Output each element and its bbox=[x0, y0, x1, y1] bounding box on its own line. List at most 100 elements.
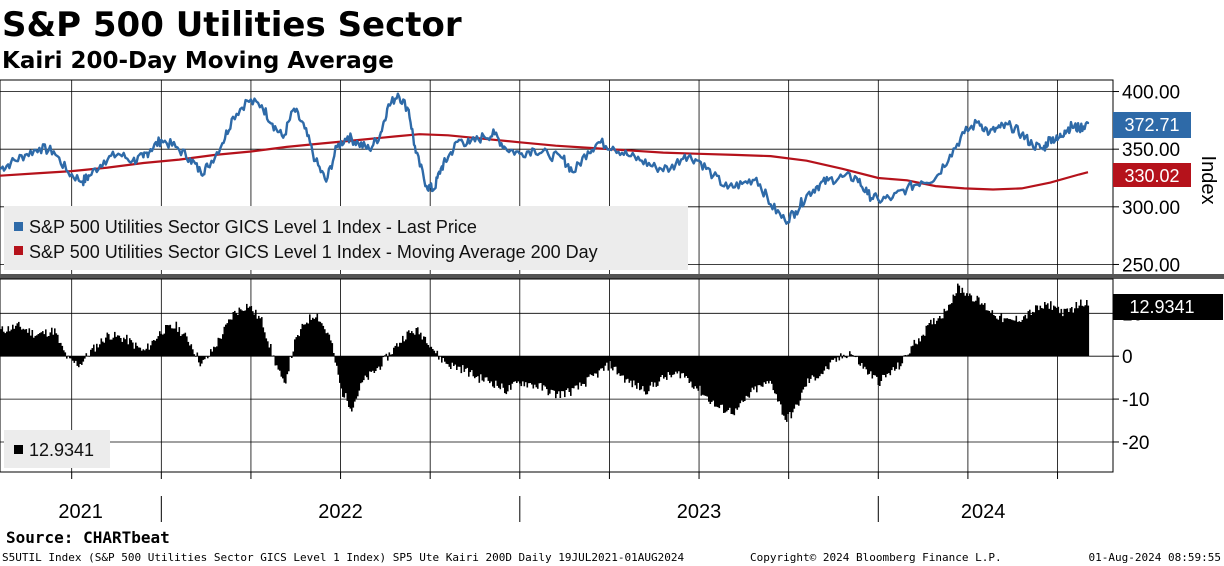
kairi-bar bbox=[648, 356, 650, 392]
kairi-bar bbox=[196, 352, 199, 357]
kairi-bar bbox=[445, 356, 448, 364]
kairi-bar bbox=[259, 318, 262, 357]
kairi-bar bbox=[826, 356, 829, 369]
price-ytick-label: 250.00 bbox=[1122, 255, 1180, 276]
kairi-bar bbox=[828, 356, 830, 370]
kairi-bar bbox=[673, 356, 676, 375]
kairi-bar bbox=[526, 356, 529, 388]
price-point bbox=[948, 153, 952, 157]
kairi-bar bbox=[606, 356, 608, 363]
kairi-bar bbox=[159, 331, 161, 357]
kairi-bar bbox=[16, 323, 19, 357]
price-point bbox=[769, 203, 772, 206]
kairi-bar bbox=[210, 349, 212, 357]
kairi-bar bbox=[1069, 308, 1072, 357]
price-point bbox=[683, 153, 686, 157]
kairi-bar bbox=[321, 323, 323, 357]
kairi-bar bbox=[262, 327, 265, 357]
kairi-bar bbox=[883, 356, 886, 375]
kairi-bar bbox=[43, 334, 46, 357]
kairi-bar bbox=[441, 356, 443, 363]
kairi-bar bbox=[654, 356, 656, 383]
kairi-bar bbox=[490, 356, 493, 382]
kairi-bar bbox=[511, 356, 514, 384]
kairi-bar bbox=[798, 356, 800, 406]
kairi-bar bbox=[600, 356, 602, 369]
kairi-bar bbox=[280, 356, 283, 377]
kairi-bar bbox=[115, 336, 118, 357]
footer-right: 01-Aug-2024 08:59:55 bbox=[1089, 551, 1221, 564]
kairi-bar bbox=[639, 356, 641, 391]
kairi-bar bbox=[894, 356, 896, 371]
kairi-bar bbox=[864, 356, 866, 367]
kairi-bar bbox=[781, 356, 784, 415]
price-point bbox=[117, 152, 120, 155]
kairi-bar bbox=[970, 295, 973, 357]
kairi-bar bbox=[996, 318, 998, 357]
chart-subtitle: Kairi 200-Day Moving Average bbox=[2, 48, 394, 74]
kairi-bar bbox=[517, 356, 520, 382]
kairi-bar bbox=[991, 310, 994, 357]
price-legend-box bbox=[4, 206, 688, 270]
kairi-bar bbox=[94, 351, 97, 357]
kairi-bar bbox=[735, 356, 737, 409]
kairi-bar bbox=[1062, 316, 1064, 357]
kairi-bar bbox=[334, 356, 337, 363]
kairi-bar bbox=[390, 354, 392, 357]
kairi-bar bbox=[1051, 309, 1054, 357]
kairi-bar bbox=[4, 333, 7, 357]
kairi-bar bbox=[114, 331, 116, 357]
kairi-bar bbox=[1072, 312, 1075, 357]
kairi-bar bbox=[478, 356, 481, 383]
kairi-bar bbox=[306, 322, 308, 357]
kairi-bar bbox=[117, 335, 119, 357]
kairi-bar bbox=[184, 332, 187, 357]
kairi-bar bbox=[534, 356, 536, 385]
kairi-bar bbox=[618, 356, 620, 374]
kairi-bar bbox=[102, 341, 104, 357]
kairi-bar bbox=[822, 356, 824, 375]
kairi-bar bbox=[381, 356, 383, 367]
kairi-bar bbox=[436, 350, 439, 357]
kairi-bar bbox=[229, 319, 232, 357]
kairi-bar bbox=[343, 356, 346, 398]
kairi-bar bbox=[471, 356, 473, 371]
kairi-bar bbox=[51, 327, 53, 357]
kairi-bar bbox=[948, 304, 950, 357]
kairi-bar bbox=[1030, 314, 1033, 357]
kairi-bar bbox=[57, 334, 59, 357]
kairi-bar bbox=[486, 356, 488, 378]
price-point bbox=[626, 153, 629, 157]
kairi-bar bbox=[354, 356, 356, 402]
kairi-bar bbox=[1002, 322, 1004, 357]
kairi-bar bbox=[936, 320, 938, 357]
kairi-bar bbox=[1080, 299, 1082, 357]
kairi-bar bbox=[1024, 314, 1027, 357]
kairi-bar bbox=[427, 345, 430, 357]
price-point bbox=[999, 126, 1002, 129]
kairi-bar bbox=[556, 356, 559, 394]
kairi-bar bbox=[126, 334, 128, 357]
kairi-bar bbox=[831, 356, 833, 360]
kairi-bar bbox=[531, 356, 533, 385]
kairi-bar bbox=[651, 356, 653, 382]
kairi-bar bbox=[1027, 311, 1030, 357]
price-point bbox=[38, 146, 41, 150]
kairi-bar bbox=[645, 356, 647, 395]
kairi-bar bbox=[1045, 304, 1048, 357]
kairi-bar bbox=[553, 356, 556, 391]
kairi-bar bbox=[489, 356, 491, 384]
price-point bbox=[572, 171, 575, 174]
kairi-bar bbox=[771, 356, 773, 384]
kairi-bar bbox=[238, 307, 241, 357]
price-point bbox=[231, 115, 235, 119]
kairi-bar bbox=[801, 356, 803, 393]
kairi-bar bbox=[88, 356, 91, 357]
kairi-bar bbox=[922, 334, 925, 357]
kairi-bar bbox=[972, 301, 974, 357]
kairi-bar bbox=[369, 356, 371, 372]
kairi-bar bbox=[495, 356, 497, 381]
kairi-bar bbox=[946, 310, 949, 357]
kairi-bar bbox=[892, 356, 895, 368]
kairi-bar bbox=[879, 356, 881, 386]
